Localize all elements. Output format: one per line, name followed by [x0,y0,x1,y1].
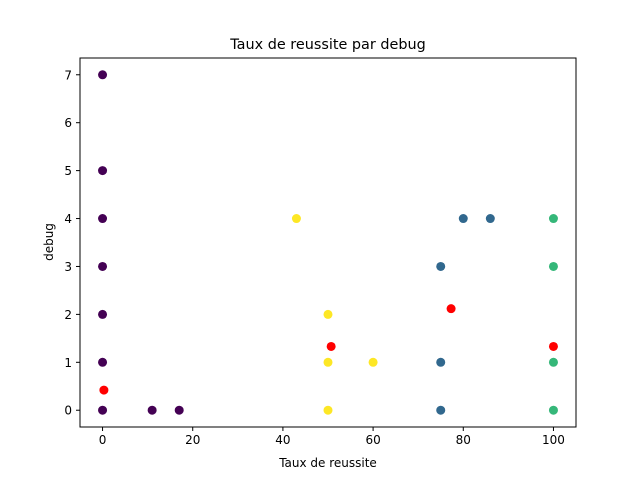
data-point [548,214,558,224]
x-axis-label: Taux de reussite [278,456,377,470]
data-point [323,357,333,367]
y-tick-label: 6 [64,116,72,130]
data-point [436,405,446,415]
data-point [174,405,184,415]
data-point [98,261,108,271]
y-tick-label: 4 [64,212,72,226]
y-tick-label: 2 [64,308,72,322]
x-tick-label: 100 [542,433,565,447]
data-point [485,214,495,224]
x-tick-label: 40 [275,433,290,447]
data-point [548,357,558,367]
y-tick-label: 5 [64,164,72,178]
y-tick-label: 0 [64,404,72,418]
data-point [548,261,558,271]
data-point [458,214,468,224]
data-point [147,405,157,415]
y-axis-label: debug [42,223,56,261]
data-point [98,357,108,367]
data-point [98,166,108,176]
data-point [98,309,108,319]
y-tick-label: 7 [64,68,72,82]
data-point [436,261,446,271]
data-point [436,357,446,367]
data-point [323,309,333,319]
y-axis: 0 1 2 3 4 5 6 7 [64,68,80,418]
y-tick-label: 1 [64,356,72,370]
x-tick-label: 0 [99,433,107,447]
points-layer [98,70,558,415]
data-point [323,405,333,415]
data-point [548,341,558,351]
data-point [446,304,456,314]
data-point [326,341,336,351]
data-point [98,214,108,224]
data-point [99,385,109,395]
data-point [368,357,378,367]
y-tick-label: 3 [64,260,72,274]
x-tick-label: 80 [456,433,471,447]
data-point [548,405,558,415]
x-axis: 0 20 40 60 80 100 [99,427,565,447]
x-tick-label: 60 [365,433,380,447]
data-point [291,214,301,224]
data-point [98,70,108,80]
data-point [98,405,108,415]
chart-title: Taux de reussite par debug [229,37,425,53]
x-tick-label: 20 [185,433,200,447]
plot-frame [79,57,577,428]
